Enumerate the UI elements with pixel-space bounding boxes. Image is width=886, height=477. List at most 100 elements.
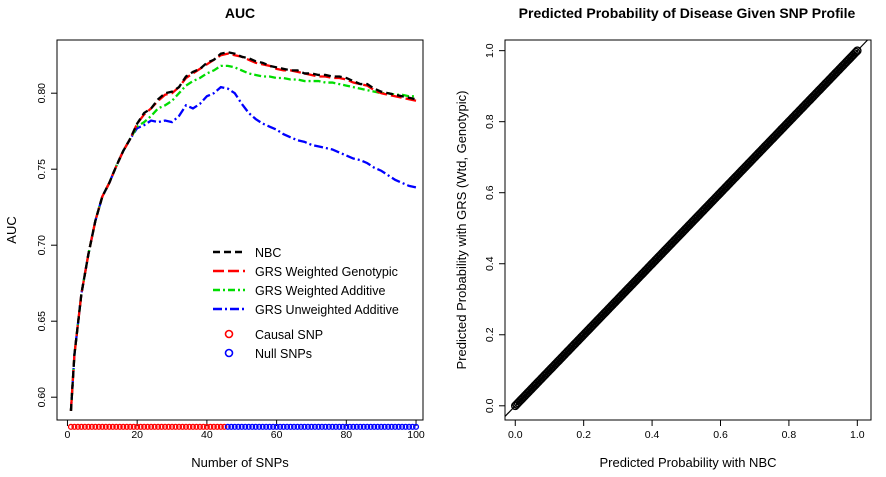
- causal-snp-marker: [130, 423, 137, 430]
- causal-snp-marker: [88, 423, 95, 430]
- null-snp-marker: [388, 423, 395, 430]
- null-snp-marker: [346, 423, 353, 430]
- auc-x-tick-label: 100: [407, 429, 425, 441]
- null-snp-marker: [294, 423, 301, 430]
- causal-snp-marker: [189, 423, 196, 430]
- causal-snp-marker: [186, 423, 193, 430]
- causal-snp-marker: [67, 423, 74, 430]
- causal-snp-marker: [196, 423, 203, 430]
- causal-snp-marker: [81, 423, 88, 430]
- causal-snp-marker: [102, 423, 109, 430]
- causal-snp-marker: [113, 423, 120, 430]
- causal-snp-marker: [137, 423, 144, 430]
- causal-snp-marker: [85, 423, 92, 430]
- series-line-nbc: [69, 50, 417, 411]
- causal-snp-marker: [158, 423, 165, 430]
- causal-snp-marker: [71, 423, 78, 430]
- probability-x-axis-label: Predicted Probability with NBC: [599, 455, 776, 470]
- causal-snp-marker: [203, 423, 210, 430]
- causal-snp-marker: [182, 423, 190, 430]
- probability-y-tick-label: 0.0: [484, 398, 496, 413]
- null-snp-marker: [277, 423, 284, 430]
- null-snp-marker: [378, 423, 385, 430]
- causal-snp-marker: [172, 423, 179, 430]
- null-snp-marker: [332, 423, 339, 430]
- causal-snp-marker: [106, 423, 113, 430]
- null-snp-marker: [353, 423, 360, 430]
- probability-scatter-points: [510, 46, 862, 411]
- probability-x-tick-label: 1.0: [850, 429, 865, 441]
- null-snp-marker: [412, 423, 420, 430]
- null-snp-marker: [266, 423, 273, 430]
- null-snp-marker: [357, 423, 364, 430]
- auc-x-tick-label: 80: [340, 429, 352, 441]
- scatter-point: [853, 46, 862, 55]
- null-snp-marker: [270, 423, 277, 430]
- causal-snp-marker: [179, 423, 186, 430]
- auc-x-axis-label: Number of SNPs: [191, 455, 289, 470]
- auc-y-tick-label: 0.60: [36, 387, 48, 408]
- auc-y-tick-label: 0.75: [36, 159, 48, 180]
- null-snp-marker: [242, 423, 249, 430]
- null-snp-marker: [339, 423, 346, 430]
- null-snp-marker: [249, 423, 256, 430]
- legend-label-null-snps: Null SNPs: [255, 347, 312, 361]
- series-line-grs-weighted-additive: [69, 64, 417, 411]
- null-snp-marker: [360, 423, 367, 430]
- probability-x-axis: 0.0 0.2 0.4 0.6 0.8 1.0: [508, 420, 865, 441]
- null-snp-marker: [395, 423, 402, 430]
- causal-snp-marker: [210, 423, 217, 430]
- probability-y-tick-label: 0.6: [484, 185, 496, 200]
- legend-label-causal-snp: Causal SNP: [255, 328, 323, 342]
- auc-chart-title: AUC: [225, 5, 255, 21]
- auc-y-tick-label: 0.80: [36, 83, 48, 104]
- null-snp-marker: [297, 423, 305, 430]
- causal-snp-marker: [165, 423, 172, 430]
- null-snp-marker: [287, 423, 294, 430]
- legend-label-grs-unweighted-additive: GRS Unweighted Additive: [255, 303, 399, 317]
- auc-y-tick-label: 0.70: [36, 235, 48, 256]
- null-snp-marker: [318, 423, 325, 430]
- null-snp-marker: [336, 423, 343, 430]
- legend-label-grs-weighted-genotypic: GRS Weighted Genotypic: [255, 265, 398, 279]
- probability-chart: Predicted Probability of Disease Given S…: [454, 5, 872, 470]
- null-snp-marker: [325, 423, 332, 430]
- null-snp-marker: [263, 423, 270, 430]
- probability-x-tick-label: 0.6: [713, 429, 728, 441]
- causal-snp-marker: [134, 423, 141, 430]
- null-snp-marker: [256, 423, 263, 430]
- probability-y-tick-label: 0.4: [484, 256, 496, 271]
- causal-snp-marker: [214, 423, 221, 430]
- legend-label-nbc: NBC: [255, 246, 281, 260]
- auc-x-tick-label: 40: [201, 429, 213, 441]
- auc-plot-frame: [56, 39, 424, 421]
- null-snp-marker: [252, 423, 259, 430]
- null-snp-marker: [385, 423, 392, 430]
- causal-snp-marker: [123, 423, 130, 430]
- causal-snp-marker: [217, 423, 224, 430]
- null-snp-marker: [381, 423, 388, 430]
- snp-marker-row: [67, 423, 420, 430]
- probability-y-tick-label: 0.8: [484, 114, 496, 129]
- probability-chart-title: Predicted Probability of Disease Given S…: [519, 5, 856, 21]
- null-snp-marker: [284, 423, 291, 430]
- null-snp-marker: [273, 423, 280, 430]
- null-snp-marker: [301, 423, 308, 430]
- legend-marker-causal-snp: [224, 329, 234, 339]
- probability-y-axis-label: Predicted Probability with GRS (Wtd, Gen…: [454, 91, 469, 370]
- null-snp-marker: [245, 423, 252, 430]
- causal-snp-marker: [144, 423, 151, 430]
- null-snp-marker: [374, 423, 381, 430]
- null-snp-marker: [343, 423, 350, 430]
- causal-snp-marker: [200, 423, 207, 430]
- series-line-grs-unweighted-additive: [69, 85, 417, 411]
- auc-x-tick-label: 60: [271, 429, 283, 441]
- probability-y-tick-label: 0.2: [484, 327, 496, 342]
- probability-x-tick-label: 0.2: [576, 429, 591, 441]
- null-snp-marker: [290, 423, 298, 430]
- null-snp-marker: [238, 423, 245, 430]
- null-snp-marker: [315, 423, 322, 430]
- null-snp-marker: [329, 423, 336, 430]
- legend-label-grs-weighted-additive: GRS Weighted Additive: [255, 284, 385, 298]
